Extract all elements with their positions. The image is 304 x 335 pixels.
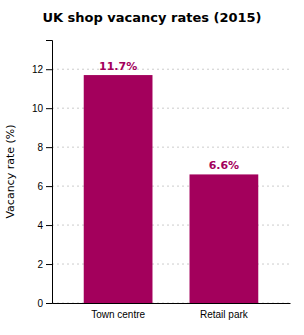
y-tick-label: 4	[37, 220, 43, 231]
y-tick-mark	[46, 186, 52, 187]
y-tick-mark	[46, 147, 52, 148]
plot: 0 2 4 6 8 10 12 Town centre Retail park 11.7% 6.6%	[32, 41, 291, 321]
y-tick-mark	[46, 303, 52, 304]
x-tick: Town centre	[91, 309, 145, 320]
bars	[84, 75, 259, 303]
y-tick-label: 2	[37, 259, 43, 270]
y-axis: 0 2 4 6 8 10 12	[32, 41, 53, 309]
x-tick-label: Town centre	[91, 309, 145, 320]
x-axis-line	[53, 303, 291, 304]
y-tick-label: 10	[32, 103, 44, 114]
y-tick-label: 6	[37, 181, 43, 192]
bar	[190, 174, 259, 303]
y-tick: 0	[37, 298, 52, 309]
y-tick-label: 12	[32, 64, 44, 75]
y-tick-mark	[46, 225, 52, 226]
y-axis-line	[46, 41, 53, 304]
bar	[84, 75, 153, 303]
y-tick: 12	[32, 64, 52, 75]
y-tick: 4	[37, 220, 52, 231]
y-tick: 8	[37, 142, 52, 153]
y-tick-mark	[46, 69, 52, 70]
x-axis: Town centre Retail park	[53, 304, 291, 321]
y-tick-label: 8	[37, 142, 43, 153]
grid-line	[52, 69, 290, 70]
y-tick-mark	[46, 264, 52, 265]
title: UK shop vacancy rates (2015)	[42, 10, 261, 25]
x-tick: Retail park	[200, 309, 249, 320]
chart: 0 2 4 6 8 10 12 Town centre Retail park 11.7% 6.6%…	[0, 0, 304, 335]
y-tick-mark	[46, 108, 52, 109]
data-label: 6.6%	[209, 159, 240, 172]
x-tick-label: Retail park	[200, 309, 249, 320]
y-tick: 6	[37, 181, 52, 192]
grid	[52, 69, 290, 303]
data-labels: 11.7% 6.6%	[99, 60, 239, 172]
y-tick: 10	[32, 103, 52, 114]
data-label: 11.7%	[99, 60, 137, 73]
y-axis-title: Vacancy rate (%)	[4, 124, 17, 218]
y-tick-label: 0	[37, 298, 43, 309]
y-tick: 2	[37, 259, 52, 270]
